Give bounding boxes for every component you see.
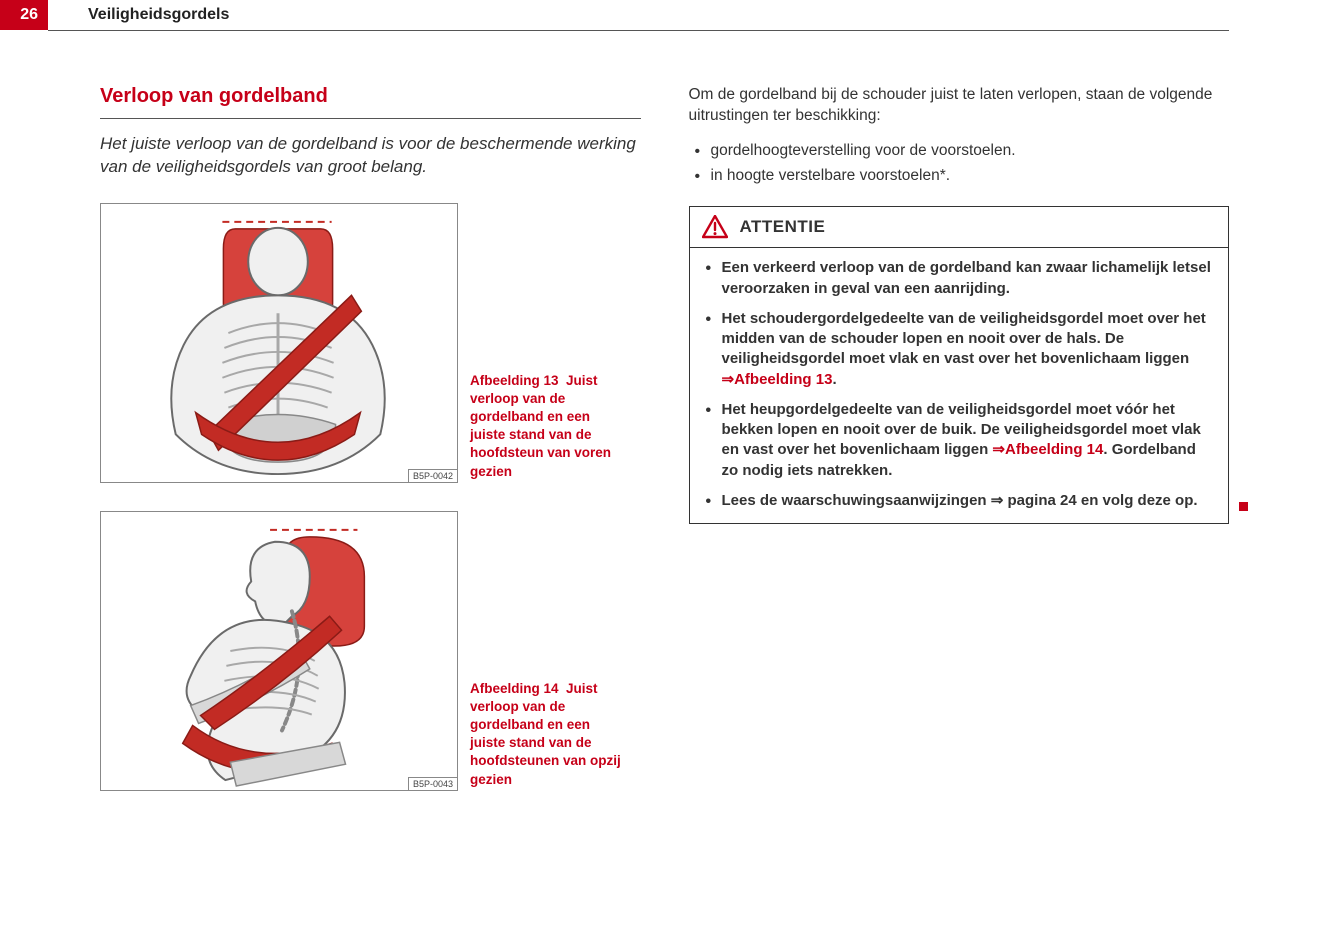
left-column: Verloop van gordelband Het juiste verloo… [100,85,641,819]
figure-13-code: B5P-0042 [408,469,457,482]
header-rule [48,30,1229,31]
warning-item-text: Lees de waarschuwingsaanwijzingen [722,492,991,509]
warning-item-text: . [832,371,836,388]
head-outline [248,228,308,296]
section-intro: Het juiste verloop van de gordelband is … [100,133,641,179]
warning-body: Een verkeerd verloop van de gordelband k… [690,248,1229,523]
arrow-icon: ⇒ [722,371,735,388]
warning-item: Lees de waarschuwingsaanwijzingen ⇒ pagi… [704,491,1215,511]
equipment-list: gordelhoogteverstelling voor de voorstoe… [689,139,1230,189]
figure-13-frame: B5P-0042 [100,203,458,483]
figure-14-caption-number: Afbeelding 14 [470,681,559,696]
warning-triangle-icon [702,215,728,239]
figure-13-illustration [101,204,457,482]
arrow-icon: ⇒ [992,441,1005,458]
figure-14-caption: Afbeelding 14 Juist verloop van de gorde… [470,680,628,791]
figure-reference: Afbeelding 14 [1005,441,1103,458]
list-item: in hoogte verstelbare voorstoelen*. [689,164,1230,189]
warning-item: Een verkeerd verloop van de gordelband k… [704,258,1215,299]
chapter-title: Veiligheidsgordels [88,6,229,24]
figure-14-row: B5P-0043 Afbeelding 14 Juist verloop van… [100,511,641,791]
section-end-marker-icon [1239,502,1248,511]
page-number: 26 [0,0,48,30]
warning-item: Het heupgordelgedeelte van de veiligheid… [704,400,1215,481]
figure-13-caption-text: Juist verloop van de gordelband en een j… [470,373,611,479]
figure-13-caption: Afbeelding 13 Juist verloop van de gorde… [470,372,628,483]
section-heading: Verloop van gordelband [100,85,641,119]
right-intro-paragraph: Om de gordelband bij de schouder juist t… [689,85,1230,127]
warning-item: Het schoudergordelgedeelte van de veilig… [704,309,1215,390]
figure-reference: Afbeelding 13 [734,371,832,388]
figure-14-caption-text: Juist verloop van de gordelband en een j… [470,681,621,787]
warning-item-text: Het schoudergordelgedeelte van de veilig… [722,310,1206,368]
warning-list: Een verkeerd verloop van de gordelband k… [704,258,1215,511]
figure-13-caption-number: Afbeelding 13 [470,373,559,388]
warning-box: ATTENTIE Een verkeerd verloop van de gor… [689,206,1230,524]
figure-14-code: B5P-0043 [408,777,457,790]
page-header: 26 Veiligheidsgordels [0,0,1339,30]
figure-13-row: B5P-0042 Afbeelding 13 Juist verloop van… [100,203,641,483]
warning-item-text: Een verkeerd verloop van de gordelband k… [722,259,1211,296]
list-item: gordelhoogteverstelling voor de voorstoe… [689,139,1230,164]
page-reference: pagina 24 en volg deze op. [1008,492,1198,509]
right-column: Om de gordelband bij de schouder juist t… [689,85,1230,819]
arrow-icon: ⇒ [991,492,1004,509]
figure-14-illustration [101,512,457,790]
figure-14-frame: B5P-0043 [100,511,458,791]
warning-title: ATTENTIE [740,217,826,237]
page-content: Verloop van gordelband Het juiste verloo… [100,85,1229,819]
warning-header: ATTENTIE [690,207,1229,248]
